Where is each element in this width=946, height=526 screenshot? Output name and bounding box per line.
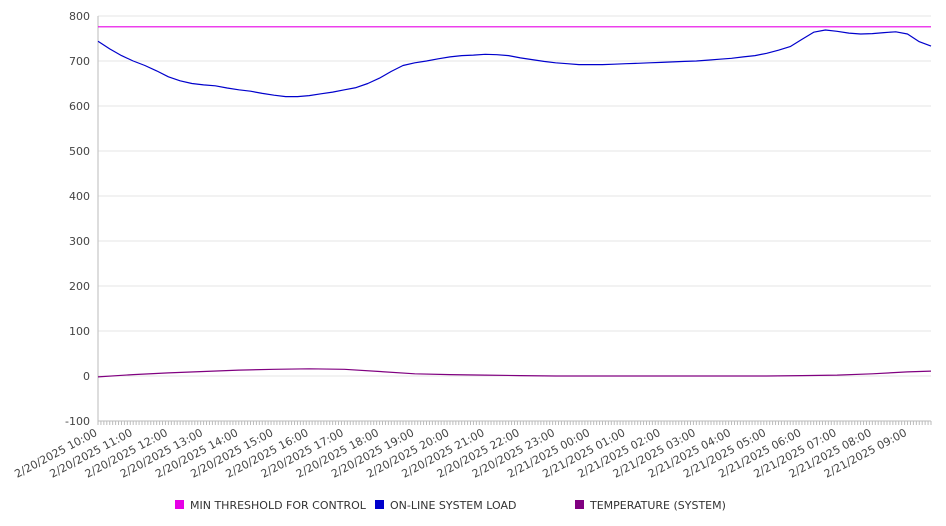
y-tick-label: 0	[83, 370, 90, 383]
y-axis-ticks: -100 0 100 200 300 400 500 600 700 800	[65, 10, 90, 428]
y-tick-label: 500	[69, 145, 90, 158]
y-tick-label: 100	[69, 325, 90, 338]
series-lines	[97, 26, 932, 378]
legend-swatch-2	[575, 500, 584, 509]
x-axis-ticks: 2/20/2025 10:002/20/2025 11:002/20/2025 …	[12, 421, 932, 481]
legend-label-2: TEMPERATURE (SYSTEM)	[589, 499, 726, 512]
legend: MIN THRESHOLD FOR CONTROL ON-LINE SYSTEM …	[175, 499, 726, 512]
y-tick-label: 700	[69, 55, 90, 68]
legend-label-1: ON-LINE SYSTEM LOAD	[390, 499, 516, 512]
series-line-1	[97, 29, 932, 98]
y-tick-label: 400	[69, 190, 90, 203]
grid-lines	[98, 15, 931, 422]
y-tick-label: 600	[69, 100, 90, 113]
y-tick-label: 300	[69, 235, 90, 248]
series-line-2	[97, 368, 932, 378]
y-tick-label: -100	[65, 415, 90, 428]
legend-swatch-1	[375, 500, 384, 509]
legend-swatch-0	[175, 500, 184, 509]
y-tick-label: 200	[69, 280, 90, 293]
legend-label-0: MIN THRESHOLD FOR CONTROL	[190, 499, 367, 512]
y-tick-label: 800	[69, 10, 90, 23]
